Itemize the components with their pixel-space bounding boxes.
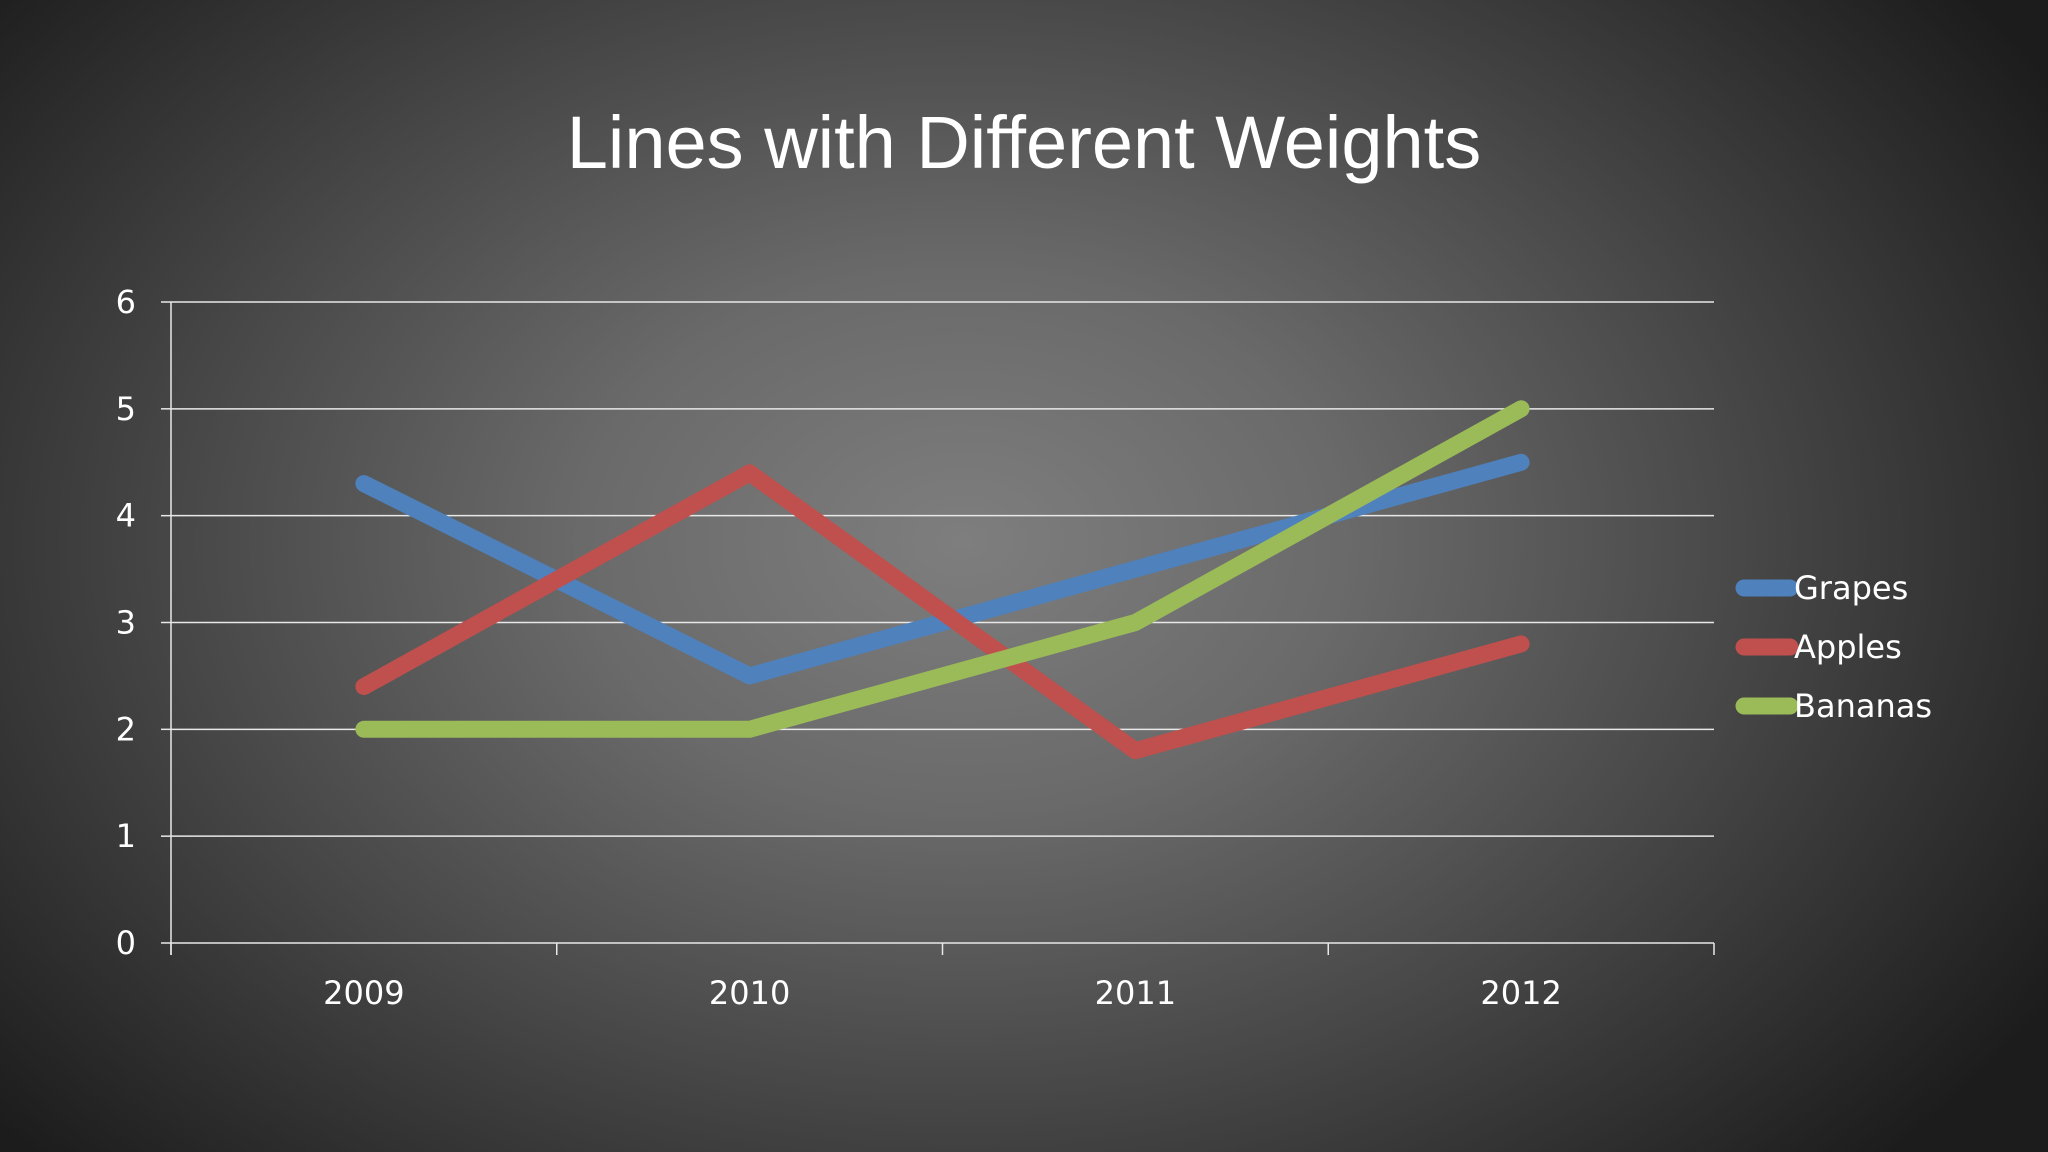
y-tick-label: 1 bbox=[116, 817, 136, 855]
y-tick-label: 0 bbox=[116, 924, 136, 962]
x-tick-label: 2010 bbox=[709, 974, 790, 1012]
series-line-grapes bbox=[355, 453, 1530, 685]
x-tick-label: 2011 bbox=[1095, 974, 1176, 1012]
gridlines bbox=[171, 301, 1714, 837]
y-tick-label: 6 bbox=[116, 283, 136, 321]
axes: 0 1 2 3 4 5 6 2009 2010 2011 2012 bbox=[116, 283, 1715, 1012]
x-tick-label: 2009 bbox=[323, 974, 404, 1012]
x-tick-label: 2012 bbox=[1480, 974, 1561, 1012]
legend-label: Bananas bbox=[1794, 687, 1932, 725]
series-line-apples bbox=[355, 464, 1530, 760]
legend-label: Grapes bbox=[1794, 569, 1908, 607]
y-tick-label: 2 bbox=[116, 710, 136, 748]
chart-title: Lines with Different Weights bbox=[566, 101, 1482, 184]
series-line-bananas bbox=[355, 400, 1530, 738]
legend: Grapes Apples Bananas bbox=[1735, 569, 1932, 725]
legend-label: Apples bbox=[1794, 628, 1902, 666]
y-tick-label: 3 bbox=[116, 604, 136, 642]
series-lines bbox=[355, 400, 1530, 760]
y-tick-label: 4 bbox=[116, 497, 136, 535]
y-tick-label: 5 bbox=[116, 390, 136, 428]
